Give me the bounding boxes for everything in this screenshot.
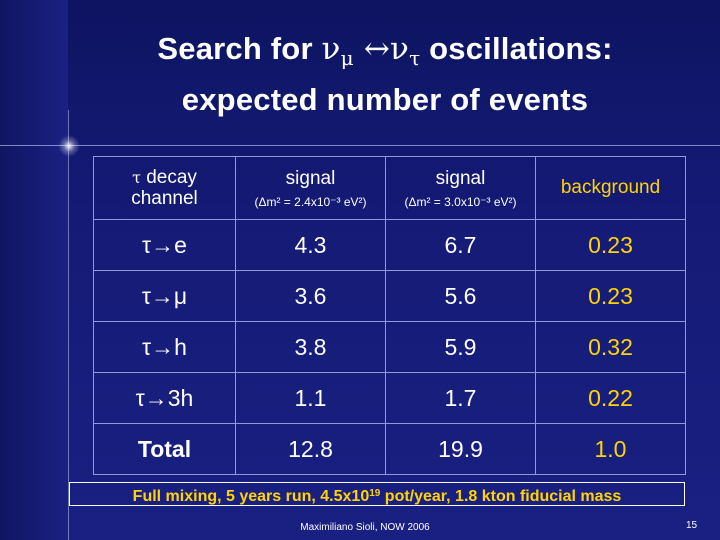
channel-cell: τ→3h [93,372,236,424]
signal1-cell: 4.3 [235,219,386,271]
background-cell: 0.22 [535,372,686,424]
table-row: τ→3h 1.1 1.7 0.22 [93,372,686,424]
table-row: τ→e 4.3 6.7 0.23 [93,219,686,271]
signal1-cell: 1.1 [235,372,386,424]
slide-title: Search for νμ ↔ντ oscillations: expected… [80,28,690,121]
signal1-cell: 3.6 [235,270,386,322]
channel-cell: τ→μ [93,270,236,322]
signal2-cell: 19.9 [385,423,536,475]
background-cell: 0.32 [535,321,686,373]
background-cell: 1.0 [535,423,686,475]
header-signal-2: signal (Δm² = 3.0x10⁻³ eV²) [385,156,536,220]
table-row: τ→μ 3.6 5.6 0.23 [93,270,686,322]
left-band-decoration [0,0,68,540]
signal1-cell: 3.8 [235,321,386,373]
signal2-cell: 5.6 [385,270,536,322]
signal2-cell: 6.7 [385,219,536,271]
sparkle-decoration [58,135,80,157]
table-row-total: Total 12.8 19.9 1.0 [93,423,686,475]
table-header-row: τ decay channel signal (Δm² = 2.4x10⁻³ e… [93,156,686,220]
signal1-cell: 12.8 [235,423,386,475]
channel-cell: τ→e [93,219,236,271]
background-cell: 0.23 [535,270,686,322]
header-background: background [535,156,686,220]
header-signal-1: signal (Δm² = 2.4x10⁻³ eV²) [235,156,386,220]
vertical-rule-decoration [68,110,69,540]
events-table: τ decay channel signal (Δm² = 2.4x10⁻³ e… [93,156,686,475]
title-line-2: expected number of events [181,82,589,117]
signal2-cell: 1.7 [385,372,536,424]
total-label-cell: Total [93,423,236,475]
footnote-box: Full mixing, 5 years run, 4.5x1019 pot/y… [69,482,685,506]
footer-author: Maximiliano Sioli, NOW 2006 [300,522,430,533]
signal2-cell: 5.9 [385,321,536,373]
table-row: τ→h 3.8 5.9 0.32 [93,321,686,373]
background-cell: 0.23 [535,219,686,271]
page-number: 15 [686,520,698,531]
horizontal-rule-decoration [0,145,720,146]
channel-cell: τ→h [93,321,236,373]
header-channel: τ decay channel [93,156,236,220]
title-line-1: Search for νμ ↔ντ oscillations: [157,31,613,70]
